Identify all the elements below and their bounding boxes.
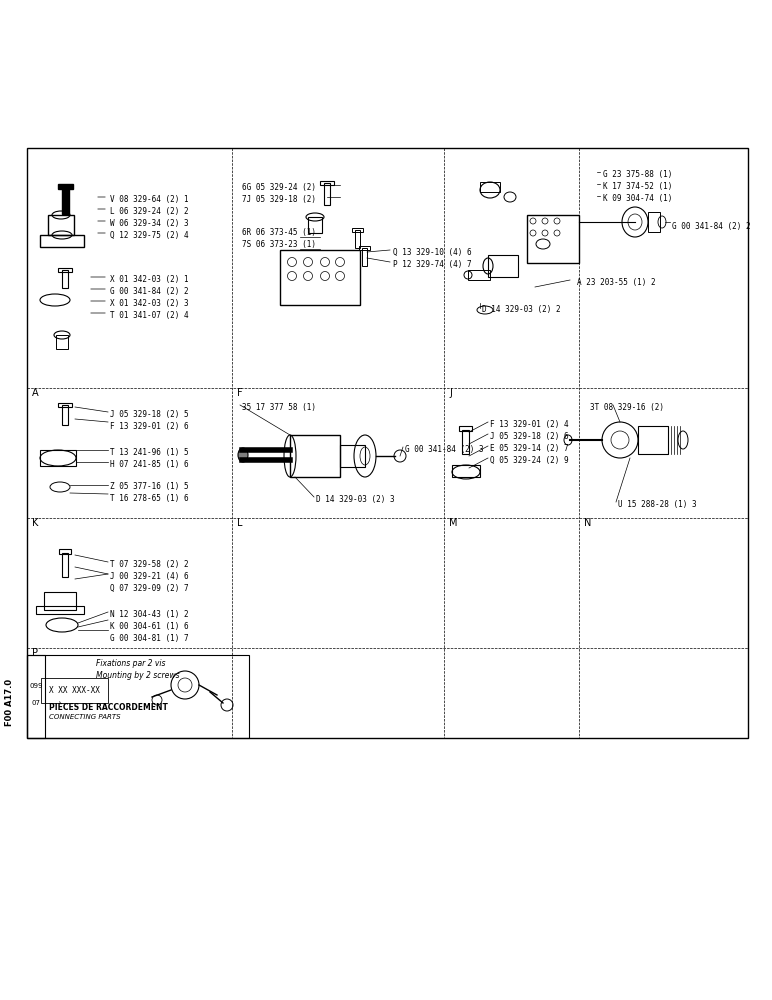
Ellipse shape <box>56 622 68 628</box>
Text: Mounting by 2 screws: Mounting by 2 screws <box>96 671 180 680</box>
Text: G 00 341-84 (2) 2: G 00 341-84 (2) 2 <box>672 222 750 231</box>
Text: CONNECTING PARTS: CONNECTING PARTS <box>49 714 120 720</box>
Text: Fixations par 2 vis: Fixations par 2 vis <box>96 659 165 668</box>
Text: 099: 099 <box>29 683 42 689</box>
Text: 6G 05 329-24 (2): 6G 05 329-24 (2) <box>242 183 316 192</box>
Text: 6R 06 373-45 (1): 6R 06 373-45 (1) <box>242 228 316 237</box>
Bar <box>462 430 469 454</box>
Text: J 05 329-18 (2) 5: J 05 329-18 (2) 5 <box>110 410 188 419</box>
Text: G 23 375-88 (1): G 23 375-88 (1) <box>603 170 672 179</box>
Text: T 13 241-96 (1) 5: T 13 241-96 (1) 5 <box>110 448 188 457</box>
Bar <box>27 655 249 738</box>
Bar <box>488 255 518 277</box>
Bar <box>40 450 76 466</box>
Text: Q 07 329-09 (2) 7: Q 07 329-09 (2) 7 <box>110 584 188 593</box>
Bar <box>44 592 76 610</box>
Text: M: M <box>449 518 458 528</box>
Bar <box>359 246 370 250</box>
Text: K 00 304-61 (1) 6: K 00 304-61 (1) 6 <box>110 622 188 631</box>
Text: K 09 304-74 (1): K 09 304-74 (1) <box>603 194 672 203</box>
Text: T 16 278-65 (1) 6: T 16 278-65 (1) 6 <box>110 494 188 503</box>
Text: E 05 329-14 (2) 7: E 05 329-14 (2) 7 <box>490 444 569 453</box>
Bar <box>59 549 71 554</box>
Text: T 07 329-58 (2) 2: T 07 329-58 (2) 2 <box>110 560 188 569</box>
Ellipse shape <box>56 485 64 489</box>
Text: F: F <box>237 388 242 398</box>
Bar <box>58 403 72 407</box>
Text: 07: 07 <box>32 700 40 706</box>
Text: G 00 341-84 (2) 3: G 00 341-84 (2) 3 <box>405 445 483 454</box>
Bar <box>27 655 45 738</box>
Bar <box>527 215 579 263</box>
Bar <box>62 405 68 425</box>
Text: PIÈCES DE RACCORDEMENT: PIÈCES DE RACCORDEMENT <box>49 703 168 712</box>
Text: G 00 304-81 (1) 7: G 00 304-81 (1) 7 <box>110 634 188 643</box>
Text: D 14 329-03 (2) 2: D 14 329-03 (2) 2 <box>482 305 560 314</box>
Bar <box>290 435 340 477</box>
Text: N 12 304-43 (1) 2: N 12 304-43 (1) 2 <box>110 610 188 619</box>
Ellipse shape <box>238 448 248 462</box>
Text: H 07 241-85 (1) 6: H 07 241-85 (1) 6 <box>110 460 188 469</box>
Text: J: J <box>449 388 452 398</box>
Text: Q 13 329-10 (4) 6: Q 13 329-10 (4) 6 <box>393 248 472 257</box>
Text: X 01 342-03 (2) 1: X 01 342-03 (2) 1 <box>110 275 188 284</box>
Text: U 15 288-28 (1) 3: U 15 288-28 (1) 3 <box>618 500 696 509</box>
Text: F00 A17.0: F00 A17.0 <box>5 679 15 726</box>
Text: Q 12 329-75 (2) 4: Q 12 329-75 (2) 4 <box>110 231 188 240</box>
Text: A: A <box>32 388 39 398</box>
Bar <box>352 228 363 232</box>
Text: X 01 342-03 (2) 3: X 01 342-03 (2) 3 <box>110 299 188 308</box>
Text: G 00 341-84 (2) 2: G 00 341-84 (2) 2 <box>110 287 188 296</box>
Bar <box>308 217 322 233</box>
Bar <box>27 148 748 738</box>
Text: P: P <box>32 648 38 658</box>
Bar <box>638 426 668 454</box>
Bar <box>62 270 68 288</box>
Bar <box>362 248 367 266</box>
Bar <box>40 235 84 247</box>
Text: X XX XXX-XX: X XX XXX-XX <box>49 686 100 695</box>
Text: 35 17 377 58 (1): 35 17 377 58 (1) <box>242 403 316 412</box>
Bar <box>62 186 69 214</box>
Bar <box>324 183 330 205</box>
Text: P 12 329-74 (4) 7: P 12 329-74 (4) 7 <box>393 260 472 269</box>
Bar <box>36 606 84 614</box>
Text: J 00 329-21 (4) 6: J 00 329-21 (4) 6 <box>110 572 188 581</box>
Bar <box>480 182 500 192</box>
Text: T 01 341-07 (2) 4: T 01 341-07 (2) 4 <box>110 311 188 320</box>
Text: F 13 329-01 (2) 6: F 13 329-01 (2) 6 <box>110 422 188 431</box>
Bar <box>355 230 360 248</box>
Text: A 23 203-55 (1) 2: A 23 203-55 (1) 2 <box>577 278 655 287</box>
Bar <box>62 553 68 577</box>
Text: V 08 329-64 (2) 1: V 08 329-64 (2) 1 <box>110 195 188 204</box>
Bar <box>648 212 660 232</box>
Ellipse shape <box>49 454 67 462</box>
Text: 3T 08 329-16 (2): 3T 08 329-16 (2) <box>590 403 664 412</box>
Text: 7J 05 329-18 (2): 7J 05 329-18 (2) <box>242 195 316 204</box>
Text: F 13 329-01 (2) 4: F 13 329-01 (2) 4 <box>490 420 569 429</box>
Bar <box>340 445 365 467</box>
Bar <box>320 181 334 185</box>
Bar <box>58 268 72 272</box>
Text: K: K <box>32 518 39 528</box>
Text: Q 05 329-24 (2) 9: Q 05 329-24 (2) 9 <box>490 456 569 465</box>
Text: J 05 329-18 (2) 6: J 05 329-18 (2) 6 <box>490 432 569 441</box>
Text: K 17 374-52 (1): K 17 374-52 (1) <box>603 182 672 191</box>
Bar <box>459 426 472 431</box>
Text: 7S 06 373-23 (1): 7S 06 373-23 (1) <box>242 240 316 249</box>
Bar <box>452 465 480 477</box>
Bar <box>58 184 73 189</box>
Text: L: L <box>237 518 242 528</box>
Text: N: N <box>584 518 591 528</box>
Bar <box>56 335 68 349</box>
Text: L 06 329-24 (2) 2: L 06 329-24 (2) 2 <box>110 207 188 216</box>
Text: W 06 329-34 (2) 3: W 06 329-34 (2) 3 <box>110 219 188 228</box>
Bar <box>48 215 74 235</box>
Text: D 14 329-03 (2) 3: D 14 329-03 (2) 3 <box>316 495 394 504</box>
Ellipse shape <box>50 298 60 302</box>
Text: Z 05 377-16 (1) 5: Z 05 377-16 (1) 5 <box>110 482 188 491</box>
Bar <box>468 270 490 280</box>
